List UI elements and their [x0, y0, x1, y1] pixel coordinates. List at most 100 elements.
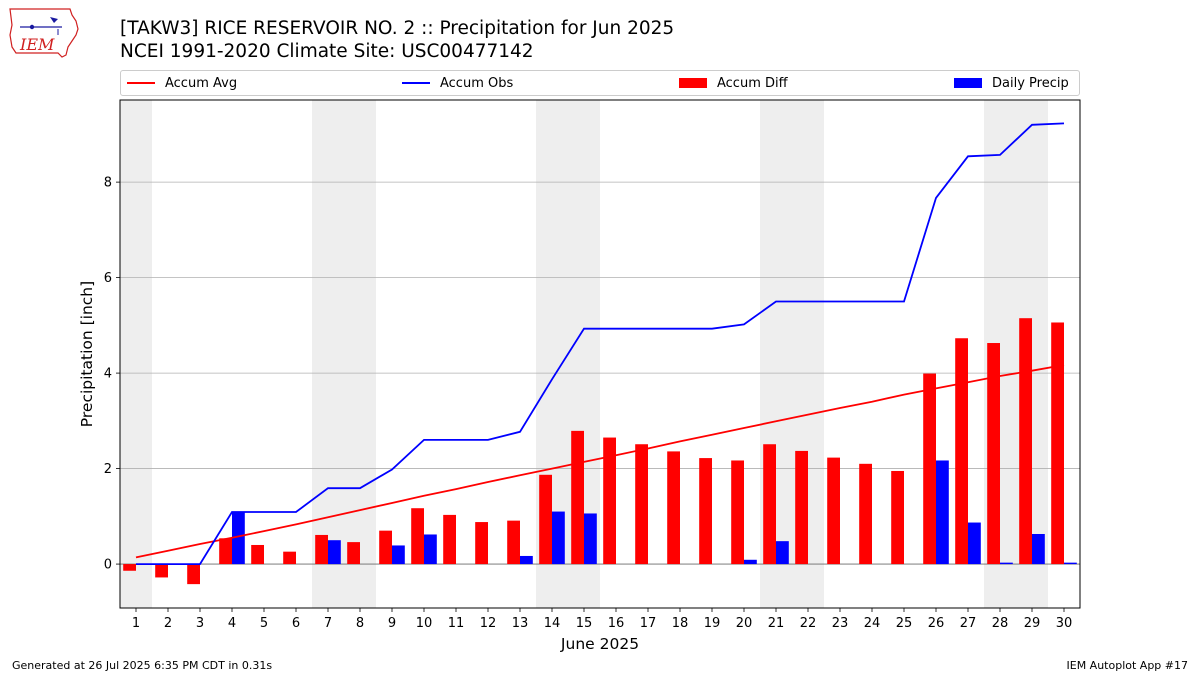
line-accum-obs [136, 122, 1065, 565]
x-tick-label-20: 20 [736, 616, 753, 631]
bar-accum-diff-29 [1019, 318, 1032, 565]
bar-accum-diff-20 [731, 460, 744, 565]
x-tick-label-24: 24 [864, 616, 881, 631]
bar-accum-diff-2 [155, 564, 168, 578]
bar-daily-precip-30 [1064, 562, 1077, 565]
bar-accum-diff-6 [283, 551, 296, 565]
bar-accum-diff-30 [1051, 322, 1064, 565]
legend-label-accum-avg: Accum Avg [165, 75, 238, 91]
bar-accum-diff-19 [699, 458, 712, 565]
legend-swatch-accum-avg [127, 82, 155, 84]
x-tick-label-25: 25 [896, 616, 913, 631]
x-tick-label-14: 14 [544, 616, 561, 631]
x-axis-ticks: 1 2 3 4 5 6 7 8 9 10 11 12 13 14 15 16 17 18 19 20 21 22 23 24 2… [132, 608, 1072, 631]
bar-daily-precip-13 [520, 555, 533, 565]
bar-accum-diff-10 [411, 508, 424, 565]
x-tick-label-17: 17 [640, 616, 657, 631]
bar-accum-diff-21 [763, 444, 776, 565]
x-tick-label-15: 15 [576, 616, 593, 631]
bar-accum-diff-28 [987, 343, 1000, 565]
legend-label-daily-precip: Daily Precip [992, 75, 1069, 91]
x-tick-label-4: 4 [228, 616, 236, 631]
legend-swatch-daily-precip [954, 78, 982, 88]
x-tick-label-19: 19 [704, 616, 721, 631]
x-tick-label-28: 28 [992, 616, 1009, 631]
x-tick-label-12: 12 [480, 616, 497, 631]
bar-accum-diff-15 [571, 430, 584, 565]
y-tick-label-4: 4 [104, 367, 112, 382]
bar-accum-diff-5 [251, 544, 264, 565]
bar-accum-diff-17 [635, 444, 648, 565]
legend-item-accum-avg: Accum Avg [127, 75, 237, 91]
legend-swatch-accum-diff [679, 78, 707, 88]
legend-item-daily-precip: Daily Precip [954, 75, 1069, 91]
bar-daily-precip-14 [552, 511, 565, 565]
x-tick-label-7: 7 [324, 616, 332, 631]
bar-daily-precip-29 [1032, 533, 1045, 565]
bar-daily-precip-20 [744, 559, 757, 565]
y-tick-label-8: 8 [104, 176, 112, 191]
legend-label-accum-diff: Accum Diff [717, 75, 788, 91]
footer-app: IEM Autoplot App #17 [1066, 659, 1189, 672]
bar-accum-diff-12 [475, 522, 488, 565]
x-tick-label-23: 23 [832, 616, 849, 631]
x-tick-label-9: 9 [388, 616, 396, 631]
bar-daily-precip-9 [392, 545, 405, 565]
logo-text: IEM [19, 35, 55, 54]
iem-logo: IEM [9, 8, 79, 58]
chart-legend: Accum Avg Accum Obs Accum Diff Daily Pre… [120, 70, 1080, 96]
bar-accum-diff-1 [123, 564, 136, 571]
bar-accum-diff-24 [859, 463, 872, 565]
bar-accum-diff-14 [539, 474, 552, 565]
bar-accum-diff-18 [667, 451, 680, 565]
legend-item-accum-obs: Accum Obs [402, 75, 513, 91]
bar-accum-diff-9 [379, 530, 392, 565]
plot-frame [119, 99, 1081, 609]
bar-daily-precip-26 [936, 460, 949, 565]
iowa-outline-icon [9, 8, 79, 58]
bar-accum-diff-4 [219, 538, 232, 565]
bar-accum-diff-8 [347, 542, 360, 565]
bars [123, 318, 1077, 585]
bar-accum-diff-25 [891, 470, 904, 565]
x-tick-label-11: 11 [448, 616, 465, 631]
footer-generated: Generated at 26 Jul 2025 6:35 PM CDT in … [12, 659, 273, 672]
bar-accum-diff-13 [507, 520, 520, 565]
x-tick-label-21: 21 [768, 616, 785, 631]
x-tick-label-3: 3 [196, 616, 204, 631]
bar-daily-precip-28 [1000, 562, 1013, 565]
x-tick-label-30: 30 [1056, 616, 1073, 631]
bar-accum-diff-23 [827, 457, 840, 565]
bar-daily-precip-7 [328, 540, 341, 565]
bar-accum-diff-11 [443, 514, 456, 565]
bar-daily-precip-4 [232, 512, 245, 565]
chart-title-block: [TAKW3] RICE RESERVOIR NO. 2 :: Precipit… [120, 17, 674, 63]
bar-accum-diff-16 [603, 437, 616, 565]
legend-item-accum-diff: Accum Diff [679, 75, 788, 91]
bar-daily-precip-15 [584, 513, 597, 565]
shade-day-7 [312, 100, 344, 608]
bar-accum-diff-3 [187, 564, 200, 585]
x-tick-label-1: 1 [132, 616, 140, 631]
y-axis-label: Precipitation [inch] [78, 281, 96, 427]
x-tick-label-16: 16 [608, 616, 625, 631]
bar-accum-diff-7 [315, 534, 328, 565]
x-tick-label-26: 26 [928, 616, 945, 631]
x-axis-label: June 2025 [560, 635, 639, 653]
x-tick-label-6: 6 [292, 616, 300, 631]
y-tick-label-6: 6 [104, 271, 112, 286]
x-tick-label-5: 5 [260, 616, 268, 631]
y-tick-label-2: 2 [104, 462, 112, 477]
line-accum-avg [135, 364, 1065, 559]
x-tick-label-2: 2 [164, 616, 172, 631]
shade-day-8 [344, 100, 376, 608]
bar-accum-diff-27 [955, 338, 968, 565]
x-tick-label-22: 22 [800, 616, 817, 631]
y-tick-label-0: 0 [104, 558, 112, 573]
bar-daily-precip-10 [424, 534, 437, 565]
chart-subtitle: NCEI 1991-2020 Climate Site: USC00477142 [120, 41, 534, 62]
x-tick-label-18: 18 [672, 616, 689, 631]
legend-swatch-accum-obs [402, 82, 430, 84]
x-tick-label-27: 27 [960, 616, 977, 631]
